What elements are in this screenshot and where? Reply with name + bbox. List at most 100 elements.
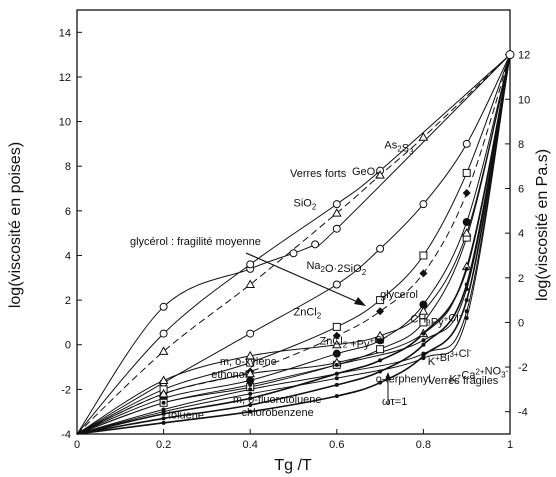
data-point-o-terphenyl — [334, 371, 339, 376]
data-point-ch3py-cl — [419, 318, 428, 327]
series-line-geo2 — [76, 54, 511, 435]
y-right-tick-label: 4 — [518, 228, 524, 240]
data-point-zncl2-py-cl — [462, 218, 471, 226]
data-point-as2s3 — [418, 132, 429, 141]
x-tick-label: 0.2 — [156, 439, 171, 451]
data-point-sio2 — [332, 224, 341, 233]
omega-tau-label: ωτ=1 — [382, 396, 407, 408]
y-right-tick-label: 10 — [518, 94, 530, 106]
data-point-glycerol — [462, 168, 471, 177]
y-left-tick-label: 8 — [65, 161, 71, 173]
y-left-tick-label: 0 — [65, 340, 71, 352]
series-label: GeO2 — [352, 166, 380, 180]
data-point-zncl2-py-cl — [332, 349, 341, 358]
data-point-toluene — [464, 315, 469, 320]
y-axis-label-right: log(viscosité en Pa.s) — [534, 149, 551, 301]
series-label: glycerol — [380, 289, 418, 301]
y-left-tick-label: 12 — [59, 72, 71, 84]
y-right-tick-label: 0 — [518, 317, 524, 329]
series-label: ZnCl2 — [294, 307, 322, 321]
data-point-k-ca2-no3 — [421, 353, 426, 358]
series-label: m, o-fluorotoluene — [233, 394, 322, 406]
data-point-zncl2 — [376, 307, 385, 316]
data-point-zncl2 — [332, 331, 341, 340]
y-left-tick-label: 2 — [65, 295, 71, 307]
series-label: ethonol — [211, 369, 247, 381]
data-point-k-bi3-cl — [464, 282, 469, 287]
data-point-o-terphenyl — [378, 358, 383, 363]
series-line-o-terphenyl — [76, 54, 511, 435]
y-left-tick-label: 10 — [59, 117, 71, 129]
data-point-k-ca2-no3 — [464, 298, 469, 303]
data-point-k-bi3-cl — [334, 382, 339, 387]
y-right-tick-label: -4 — [518, 407, 528, 419]
data-point-m-o-fluorotoluene — [248, 382, 253, 387]
y-right-tick-label: 2 — [518, 273, 524, 285]
data-point-geo2 — [246, 260, 255, 269]
data-point-as2s3 — [245, 279, 256, 288]
y-left-tick-label: 4 — [65, 250, 71, 262]
data-point-m-o-xylene — [245, 350, 256, 360]
series-label: CH3Py+Cl- — [410, 310, 461, 328]
data-point-toluene — [248, 391, 253, 396]
data-point-o-terphenyl — [248, 396, 253, 401]
data-point-chlorobenzene — [464, 309, 469, 314]
series-labels: SiO2 GeO2 As2S3 Na2O·2SiO2 ZnCl2 ZnCl2 +Py+Cl… — [168, 139, 509, 421]
series-label: As2S3 — [384, 139, 414, 156]
y-right-tick-label: 8 — [518, 139, 524, 151]
series-label: o-terphenyl — [376, 374, 431, 386]
x-tick-label: 0.4 — [243, 439, 258, 451]
glycerol-arrowhead — [354, 297, 366, 306]
data-point-zncl2 — [462, 188, 471, 197]
data-point-glycerol — [332, 322, 341, 331]
data-point-na2o-2sio2 — [376, 244, 385, 253]
series-label: ZnCl2 +Py+Cl- — [319, 333, 387, 351]
data-point-na2o-2sio2 — [332, 280, 341, 289]
x-tick-label: 1 — [507, 439, 513, 451]
data-point-toluene — [334, 376, 339, 381]
data-point-k-bi3-cl — [421, 342, 426, 347]
data-point-o-terphenyl — [464, 266, 469, 271]
data-point-glycerol — [376, 296, 385, 305]
data-point-na2o-2sio2 — [246, 329, 255, 338]
data-point-ethonol — [158, 388, 169, 398]
series-line-k-bi3-cl — [76, 54, 511, 435]
data-point-m-o-xylene — [375, 330, 385, 340]
y-left-tick-label: 6 — [65, 206, 71, 218]
x-axis-label: Tg /T — [274, 457, 312, 474]
y-left-tick-label: -4 — [61, 429, 71, 441]
data-point-m-o-fluorotoluene — [334, 362, 339, 367]
data-point-as2s3 — [158, 346, 169, 355]
y-left-tick-label: -2 — [61, 384, 71, 396]
series-label: toluene — [168, 409, 204, 421]
data-point-na2o-2sio2 — [419, 200, 428, 209]
data-point-k-bi3-cl — [378, 369, 383, 374]
verres-forts-label: Verres forts — [290, 168, 347, 180]
data-point-glycerol — [419, 251, 428, 260]
data-point-chlorobenzene — [248, 387, 253, 392]
verres-fragiles-label: Verres fragiles — [428, 375, 499, 387]
data-point-k-ca2-no3 — [248, 409, 253, 414]
series-label: K+Ca2+NO3- — [449, 366, 508, 386]
data-point-zncl2-py-cl — [246, 376, 255, 385]
data-point-k-ca2-no3 — [334, 394, 339, 399]
data-point-geo2 — [159, 329, 168, 338]
data-point-m-o-xylene — [331, 339, 342, 349]
data-point-as2s3 — [375, 170, 385, 179]
x-tick-label: 0.8 — [416, 439, 431, 451]
data-point-as2s3 — [331, 208, 342, 217]
data-point-m-o-xylene — [418, 306, 429, 315]
y-left-tick-label: 14 — [59, 27, 71, 39]
axes: 0 0.2 0.4 0.6 0.8 1 -4 -2 0 2 4 6 8 10 12 14 -4 -2 0 2 4 6 8 10… — [59, 27, 531, 451]
glycerol-annotation: glycérol : fragilité moyenne — [130, 236, 261, 248]
data-point-k-ca2-no3 — [378, 380, 383, 385]
data-point-k-ca2-no3 — [161, 420, 166, 425]
data-point-sio2 — [159, 302, 168, 311]
data-point-o-terphenyl — [421, 331, 426, 336]
data-point-m-o-xylene — [158, 375, 169, 384]
data-point-sio2 — [289, 249, 298, 258]
series-label: m, o-xylene — [220, 356, 277, 368]
series-markers — [158, 50, 515, 425]
x-tick-label: 0 — [74, 439, 80, 451]
